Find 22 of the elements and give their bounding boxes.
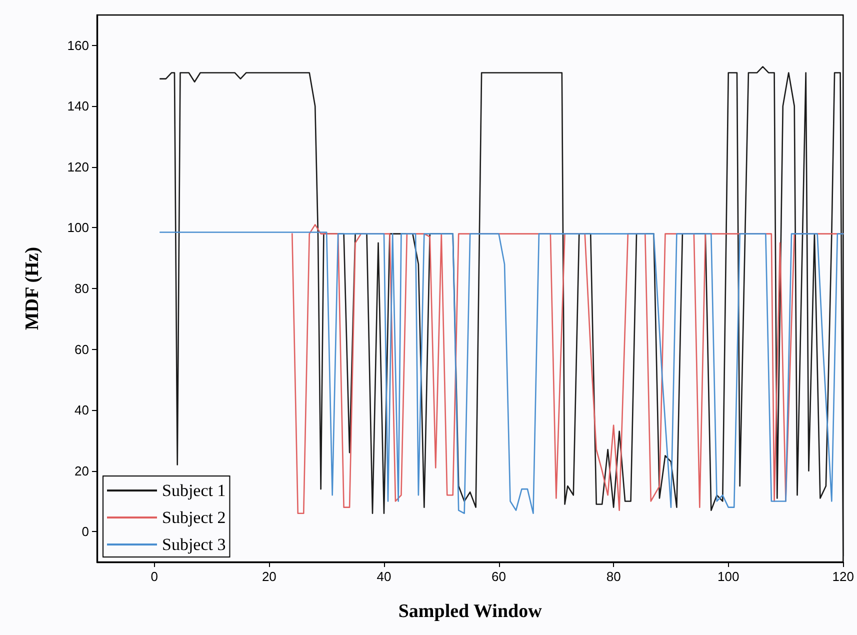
x-tick-label: 20 (262, 569, 276, 584)
x-tick-label: 80 (606, 569, 621, 584)
y-tick-label: 0 (82, 524, 89, 540)
y-tick-label: 160 (67, 38, 89, 53)
x-tick-label: 100 (718, 569, 740, 584)
x-tick-label: 60 (492, 569, 506, 584)
y-tick-label: 140 (67, 98, 89, 114)
x-tick-label: 40 (376, 569, 392, 584)
y-tick-label: 120 (67, 159, 89, 174)
legend-label: Subject 1 (162, 481, 226, 500)
y-tick-label: 60 (74, 342, 89, 357)
line-series (159, 66, 844, 557)
y-tick-label: 80 (74, 281, 89, 296)
x-tick-label: 0 (150, 569, 158, 584)
y-tick-label: 100 (67, 220, 89, 236)
x-axis-title: Sampled Window (398, 601, 542, 622)
legend-label: Subject 3 (162, 535, 226, 554)
y-tick-label: 20 (74, 463, 89, 478)
legend-label: Subject 2 (162, 508, 226, 527)
y-axis-title: MDF (Hz) (22, 246, 43, 330)
y-tick-label: 40 (74, 402, 89, 418)
x-tick-label: 120 (832, 569, 854, 584)
